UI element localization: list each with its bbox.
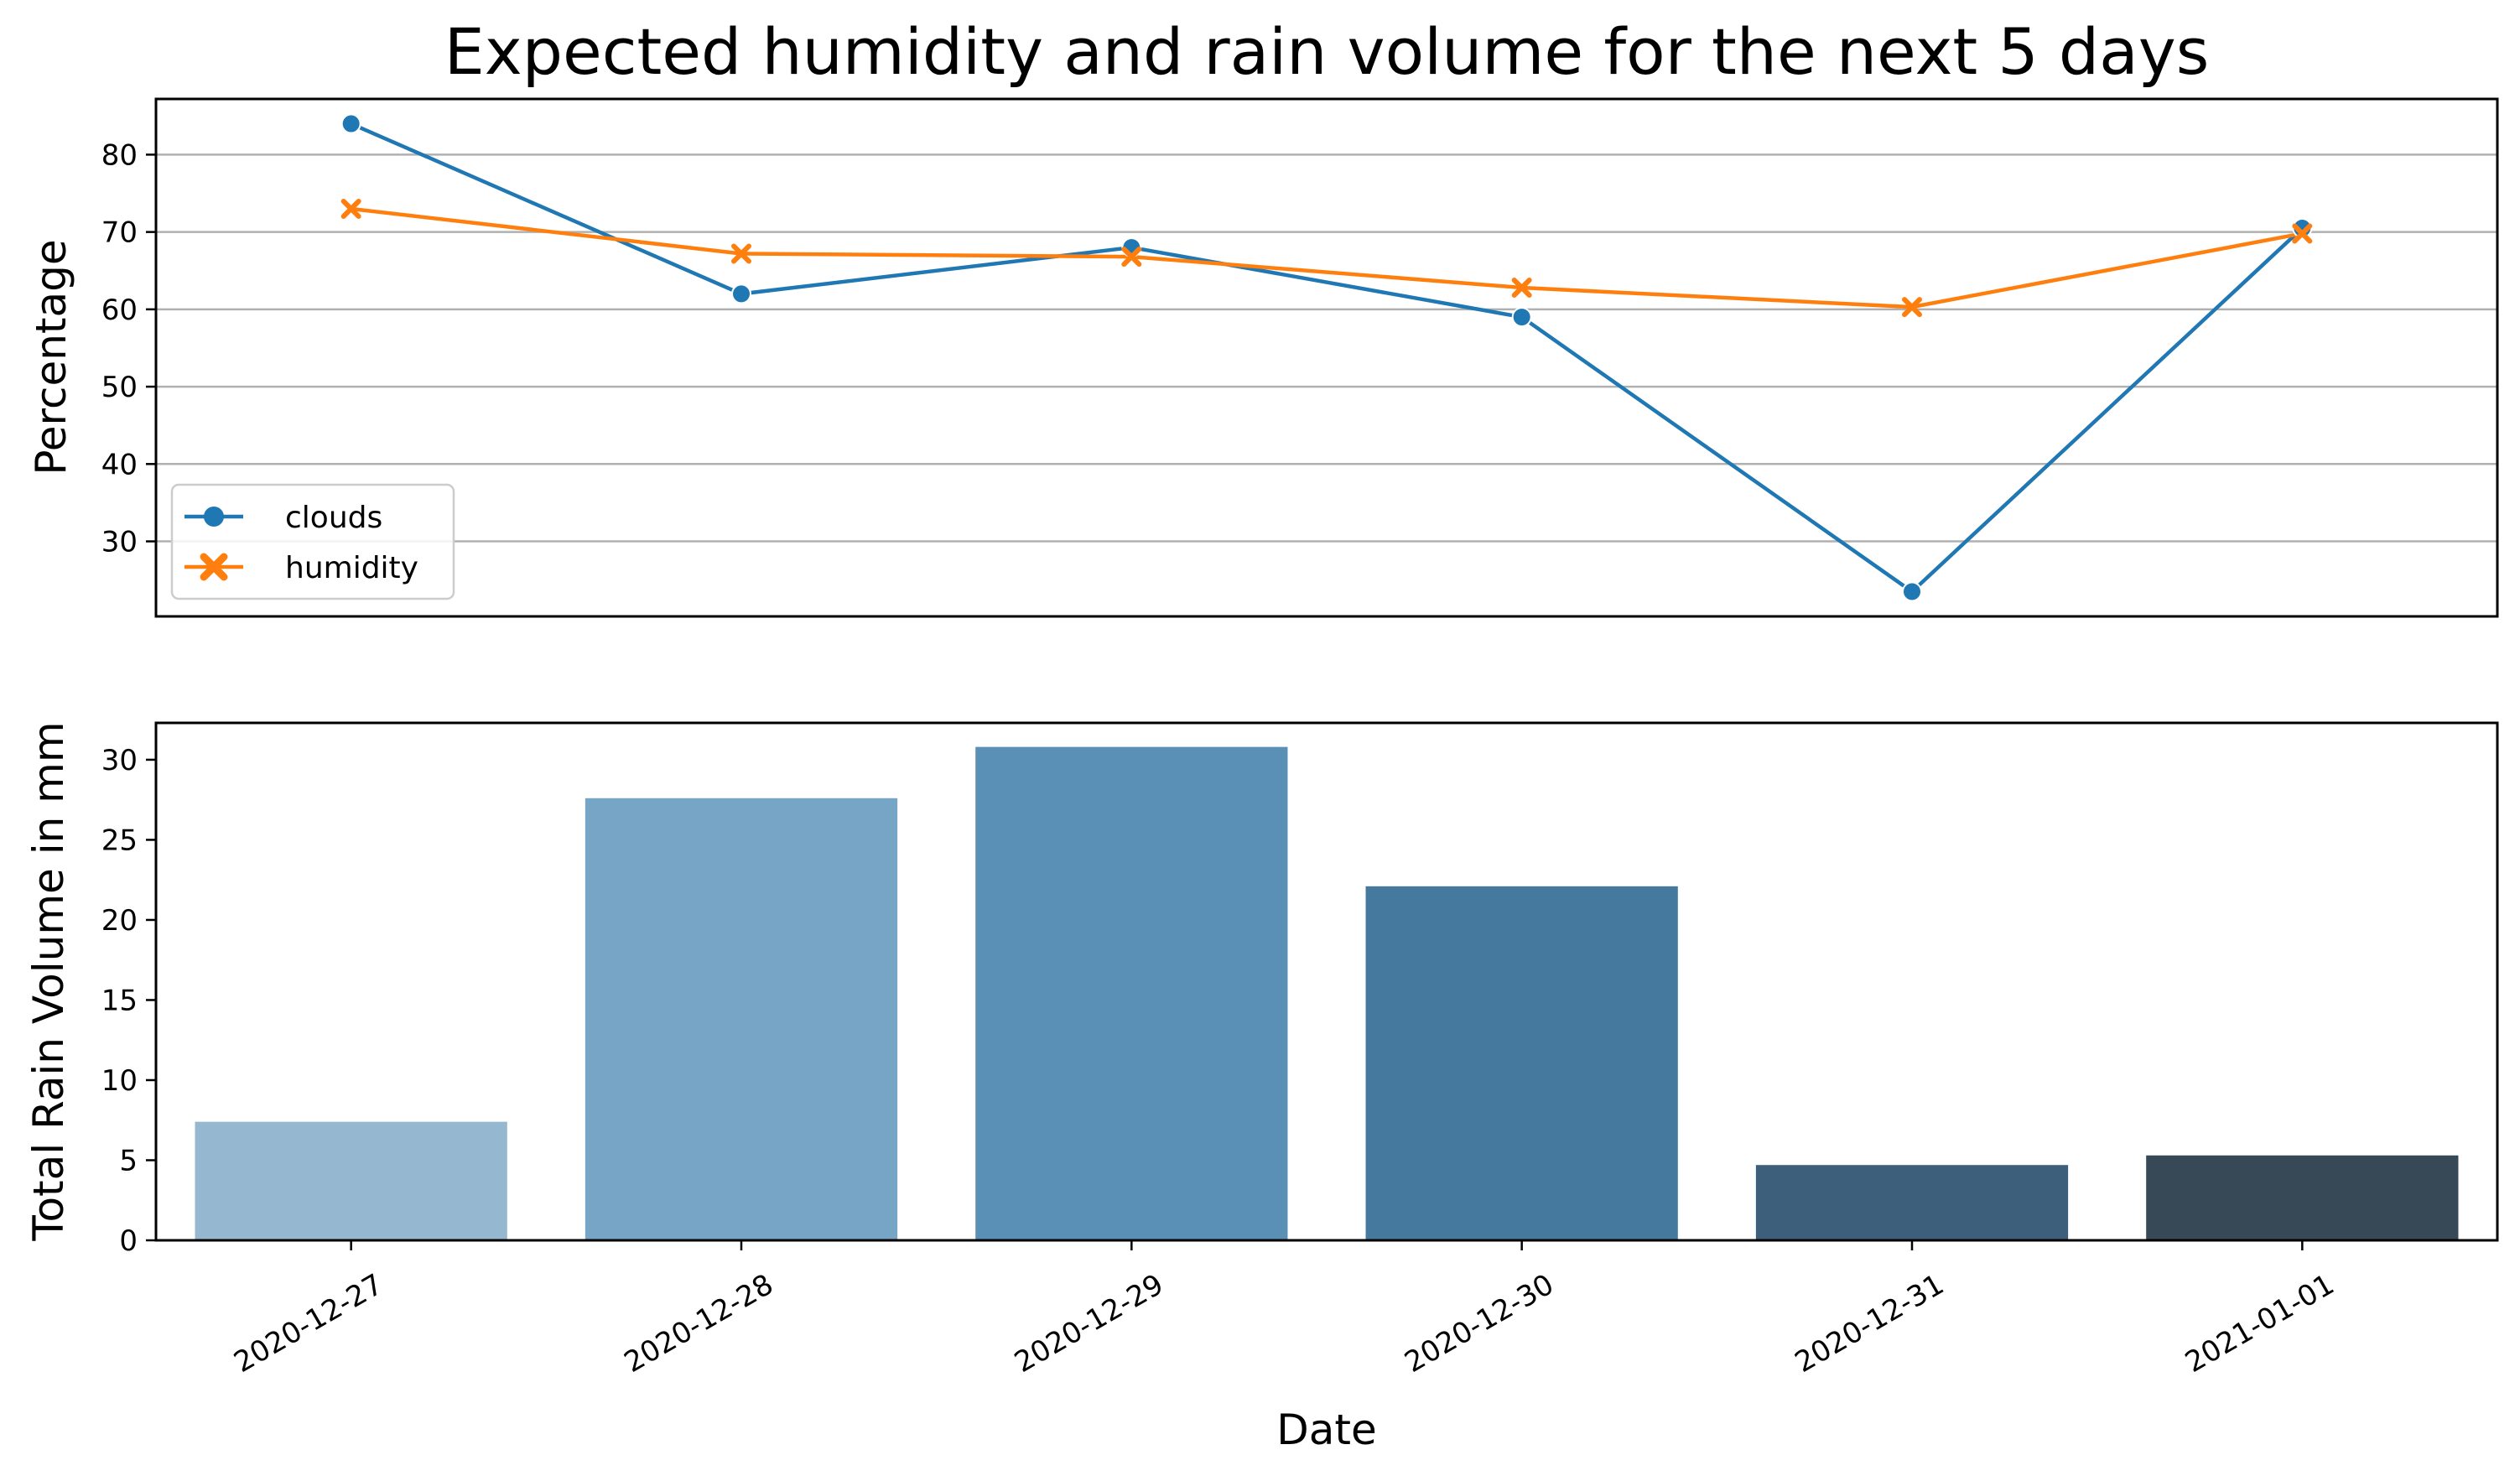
bottom-y-tick-label-10: 10 xyxy=(101,1064,138,1098)
bottom-y-tick-label-30: 30 xyxy=(101,744,138,777)
point-clouds-0 xyxy=(340,113,361,134)
bar-2020-12-27 xyxy=(195,1121,507,1240)
point-clouds-5 xyxy=(2292,218,2313,239)
top-y-axis-label: Percentage xyxy=(27,239,75,475)
point-humidity-2 xyxy=(1121,247,1142,268)
bottom-y-tick-label-25: 25 xyxy=(101,824,138,857)
legend-entry-clouds: clouds xyxy=(184,501,382,535)
x-tick-label-2020-12-31: 2020-12-31 xyxy=(1790,1268,1950,1380)
bottom-y-tick-label-15: 15 xyxy=(101,984,138,1017)
point-humidity-0 xyxy=(340,198,361,219)
bottom-y-tick-label-0: 0 xyxy=(119,1224,138,1258)
legend: clouds humidity xyxy=(170,483,455,600)
bottom-y-tick-label-5: 5 xyxy=(119,1144,138,1177)
bottom-plot-frame xyxy=(154,721,2499,1242)
top-y-tick-label-60: 60 xyxy=(101,294,138,327)
legend-entry-humidity: humidity xyxy=(184,551,418,585)
bottom-x-ticks: 2020-12-27 2020-12-28 2020-12-29 2020-12-30… xyxy=(228,1240,2340,1380)
top-y-tick-label-50: 50 xyxy=(101,371,138,404)
legend-marker-clouds xyxy=(204,507,224,527)
top-series-lines xyxy=(350,122,2304,594)
point-clouds-3 xyxy=(1511,307,1532,328)
x-tick-label-2020-12-30: 2020-12-30 xyxy=(1399,1268,1559,1380)
top-series-markers xyxy=(340,113,2313,602)
top-gridlines xyxy=(156,153,2497,543)
top-y-tick-label-70: 70 xyxy=(101,216,138,250)
point-humidity-5 xyxy=(2292,223,2313,244)
bottom-y-tick-label-20: 20 xyxy=(101,904,138,938)
legend-label-clouds: clouds xyxy=(285,501,382,535)
x-tick-label-2020-12-29: 2020-12-29 xyxy=(1009,1268,1169,1380)
legend-label-humidity: humidity xyxy=(285,551,418,585)
chart-title: Expected humidity and rain volume for th… xyxy=(444,14,2210,89)
humidity-line-chart: 30 40 50 60 70 80 Percentage clouds humidity xyxy=(27,97,2499,618)
bar-2020-12-31 xyxy=(1755,1165,2069,1240)
top-y-tick-label-40: 40 xyxy=(101,448,138,481)
x-tick-label-2020-12-28: 2020-12-28 xyxy=(619,1268,779,1380)
point-clouds-1 xyxy=(731,283,751,304)
bar-2020-12-28 xyxy=(585,798,898,1240)
bottom-y-axis-label: Total Rain Volume in mm xyxy=(24,721,73,1241)
bar-2020-12-29 xyxy=(975,746,1288,1240)
point-clouds-4 xyxy=(1902,581,1922,602)
top-y-tick-label-80: 80 xyxy=(101,138,138,172)
x-tick-label-2021-01-01: 2021-01-01 xyxy=(2180,1268,2340,1380)
bottom-y-ticks: 0 5 10 15 20 25 30 xyxy=(101,744,156,1258)
bar-2020-12-30 xyxy=(1365,886,1678,1240)
rain-bars xyxy=(195,746,2459,1240)
top-y-tick-label-30: 30 xyxy=(101,526,138,559)
point-humidity-4 xyxy=(1902,297,1922,318)
bar-2021-01-01 xyxy=(2146,1155,2459,1240)
legend-marker-humidity xyxy=(200,553,228,581)
point-humidity-1 xyxy=(731,243,751,264)
series-line-humidity xyxy=(351,206,2303,309)
series-line-clouds xyxy=(350,122,2304,594)
top-y-ticks: 30 40 50 60 70 80 xyxy=(101,138,156,559)
legend-box xyxy=(170,483,455,600)
top-plot-frame xyxy=(154,97,2499,618)
bottom-x-axis-label: Date xyxy=(1276,1406,1377,1454)
point-humidity-3 xyxy=(1511,278,1532,299)
x-tick-label-2020-12-27: 2020-12-27 xyxy=(228,1268,388,1380)
